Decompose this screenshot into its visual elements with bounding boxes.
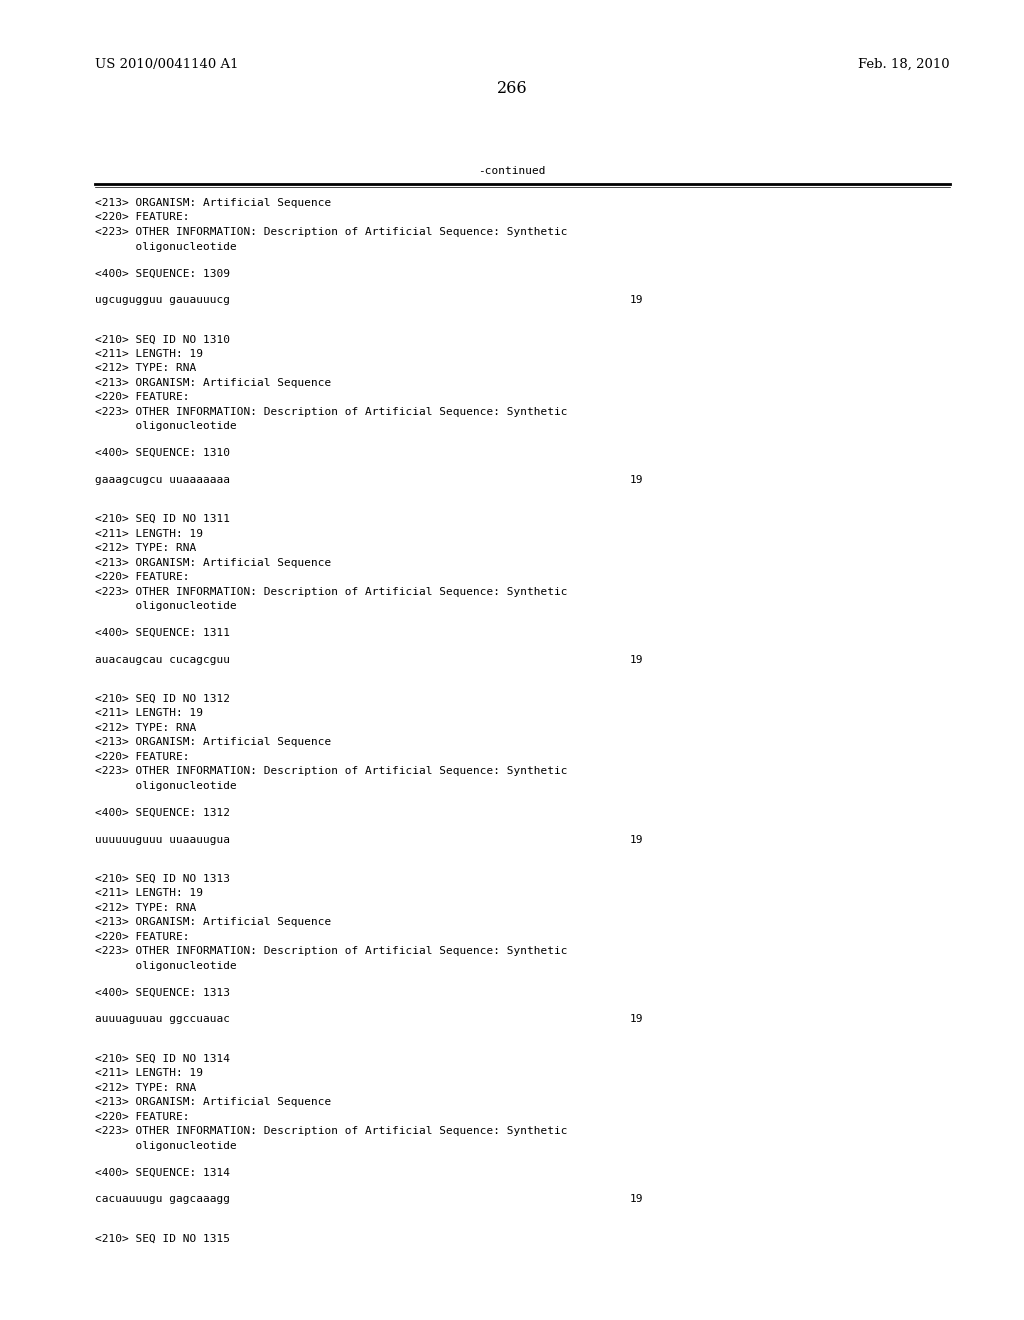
Text: <211> LENGTH: 19: <211> LENGTH: 19	[95, 709, 203, 718]
Text: <210> SEQ ID NO 1311: <210> SEQ ID NO 1311	[95, 513, 230, 524]
Text: <213> ORGANISM: Artificial Sequence: <213> ORGANISM: Artificial Sequence	[95, 198, 331, 209]
Text: <213> ORGANISM: Artificial Sequence: <213> ORGANISM: Artificial Sequence	[95, 1097, 331, 1107]
Text: <220> FEATURE:: <220> FEATURE:	[95, 572, 189, 582]
Text: <210> SEQ ID NO 1312: <210> SEQ ID NO 1312	[95, 694, 230, 704]
Text: <223> OTHER INFORMATION: Description of Artificial Sequence: Synthetic: <223> OTHER INFORMATION: Description of …	[95, 586, 567, 597]
Text: <220> FEATURE:: <220> FEATURE:	[95, 1111, 189, 1122]
Text: <213> ORGANISM: Artificial Sequence: <213> ORGANISM: Artificial Sequence	[95, 917, 331, 927]
Text: <220> FEATURE:: <220> FEATURE:	[95, 213, 189, 223]
Text: <400> SEQUENCE: 1309: <400> SEQUENCE: 1309	[95, 268, 230, 279]
Text: oligonucleotide: oligonucleotide	[95, 1140, 237, 1151]
Text: 19: 19	[630, 655, 643, 665]
Text: <223> OTHER INFORMATION: Description of Artificial Sequence: Synthetic: <223> OTHER INFORMATION: Description of …	[95, 946, 567, 956]
Text: 19: 19	[630, 1014, 643, 1024]
Text: <400> SEQUENCE: 1310: <400> SEQUENCE: 1310	[95, 447, 230, 458]
Text: <223> OTHER INFORMATION: Description of Artificial Sequence: Synthetic: <223> OTHER INFORMATION: Description of …	[95, 767, 567, 776]
Text: <213> ORGANISM: Artificial Sequence: <213> ORGANISM: Artificial Sequence	[95, 378, 331, 388]
Text: <212> TYPE: RNA: <212> TYPE: RNA	[95, 1082, 197, 1093]
Text: <213> ORGANISM: Artificial Sequence: <213> ORGANISM: Artificial Sequence	[95, 738, 331, 747]
Text: <212> TYPE: RNA: <212> TYPE: RNA	[95, 363, 197, 374]
Text: 19: 19	[630, 296, 643, 305]
Text: auuuaguuau ggccuauac: auuuaguuau ggccuauac	[95, 1014, 230, 1024]
Text: <220> FEATURE:: <220> FEATURE:	[95, 752, 189, 762]
Text: <212> TYPE: RNA: <212> TYPE: RNA	[95, 723, 197, 733]
Text: oligonucleotide: oligonucleotide	[95, 242, 237, 252]
Text: ugcugugguu gauauuucg: ugcugugguu gauauuucg	[95, 296, 230, 305]
Text: <400> SEQUENCE: 1311: <400> SEQUENCE: 1311	[95, 628, 230, 638]
Text: US 2010/0041140 A1: US 2010/0041140 A1	[95, 58, 239, 71]
Text: <211> LENGTH: 19: <211> LENGTH: 19	[95, 888, 203, 898]
Text: <223> OTHER INFORMATION: Description of Artificial Sequence: Synthetic: <223> OTHER INFORMATION: Description of …	[95, 407, 567, 417]
Text: oligonucleotide: oligonucleotide	[95, 961, 237, 970]
Text: <213> ORGANISM: Artificial Sequence: <213> ORGANISM: Artificial Sequence	[95, 557, 331, 568]
Text: Feb. 18, 2010: Feb. 18, 2010	[858, 58, 950, 71]
Text: 19: 19	[630, 834, 643, 845]
Text: auacaugcau cucagcguu: auacaugcau cucagcguu	[95, 655, 230, 665]
Text: 266: 266	[497, 81, 527, 96]
Text: <220> FEATURE:: <220> FEATURE:	[95, 932, 189, 941]
Text: uuuuuuguuu uuaauugua: uuuuuuguuu uuaauugua	[95, 834, 230, 845]
Text: oligonucleotide: oligonucleotide	[95, 601, 237, 611]
Text: <212> TYPE: RNA: <212> TYPE: RNA	[95, 903, 197, 912]
Text: 19: 19	[630, 1195, 643, 1204]
Text: <211> LENGTH: 19: <211> LENGTH: 19	[95, 528, 203, 539]
Text: oligonucleotide: oligonucleotide	[95, 781, 237, 791]
Text: oligonucleotide: oligonucleotide	[95, 421, 237, 432]
Text: <210> SEQ ID NO 1315: <210> SEQ ID NO 1315	[95, 1233, 230, 1243]
Text: <210> SEQ ID NO 1313: <210> SEQ ID NO 1313	[95, 874, 230, 883]
Text: <210> SEQ ID NO 1314: <210> SEQ ID NO 1314	[95, 1053, 230, 1064]
Text: <211> LENGTH: 19: <211> LENGTH: 19	[95, 1068, 203, 1078]
Text: <223> OTHER INFORMATION: Description of Artificial Sequence: Synthetic: <223> OTHER INFORMATION: Description of …	[95, 227, 567, 238]
Text: cacuauuugu gagcaaagg: cacuauuugu gagcaaagg	[95, 1195, 230, 1204]
Text: <400> SEQUENCE: 1313: <400> SEQUENCE: 1313	[95, 987, 230, 998]
Text: <220> FEATURE:: <220> FEATURE:	[95, 392, 189, 403]
Text: 19: 19	[630, 475, 643, 484]
Text: <210> SEQ ID NO 1310: <210> SEQ ID NO 1310	[95, 334, 230, 345]
Text: <212> TYPE: RNA: <212> TYPE: RNA	[95, 543, 197, 553]
Text: <400> SEQUENCE: 1314: <400> SEQUENCE: 1314	[95, 1167, 230, 1177]
Text: <223> OTHER INFORMATION: Description of Artificial Sequence: Synthetic: <223> OTHER INFORMATION: Description of …	[95, 1126, 567, 1137]
Text: <400> SEQUENCE: 1312: <400> SEQUENCE: 1312	[95, 808, 230, 817]
Text: -continued: -continued	[478, 166, 546, 176]
Text: gaaagcugcu uuaaaaaaa: gaaagcugcu uuaaaaaaa	[95, 475, 230, 484]
Text: <211> LENGTH: 19: <211> LENGTH: 19	[95, 348, 203, 359]
